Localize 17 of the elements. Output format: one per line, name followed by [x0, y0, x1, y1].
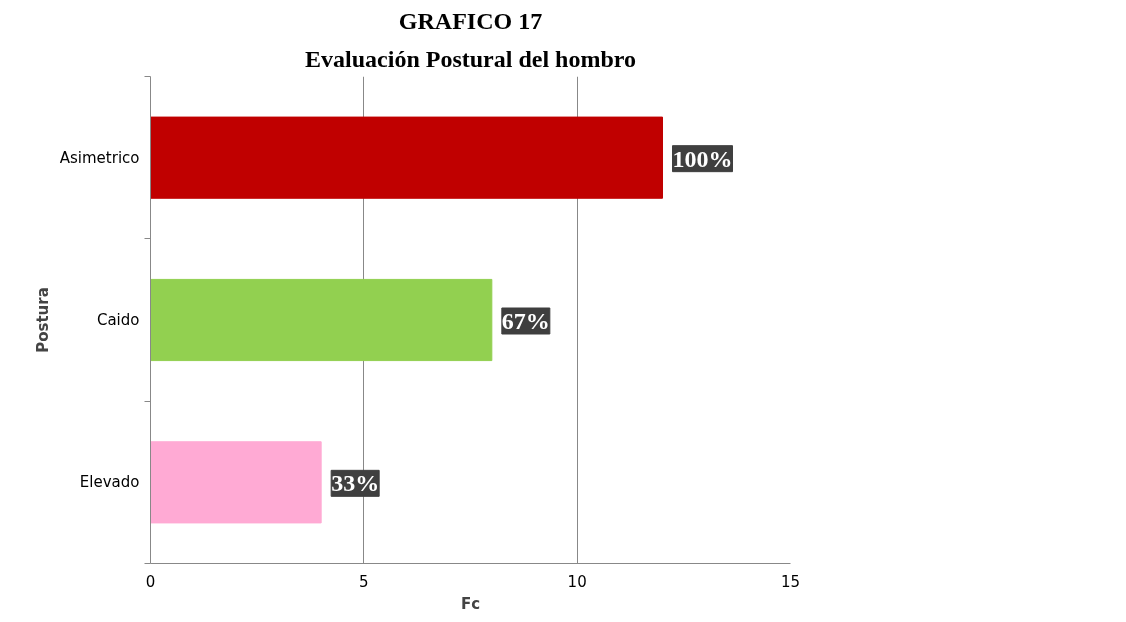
- y-tick-label: Asimetrico: [59, 148, 140, 167]
- y-axis-title: Postura: [33, 287, 52, 353]
- annotation: 33%: [331, 470, 380, 497]
- y-tick-label: Elevado: [79, 473, 140, 492]
- bar: [150, 441, 322, 524]
- chart-subtitle: Evaluación Postural del hombro: [305, 45, 636, 72]
- bar: [150, 116, 663, 199]
- x-tick-label: 5: [359, 572, 369, 591]
- x-tick-label: 15: [780, 572, 801, 591]
- y-tick-label: Caido: [96, 311, 140, 329]
- x-tick-label: 0: [145, 572, 156, 591]
- x-tick-label: 10: [567, 572, 587, 591]
- x-axis-title: Fc: [460, 594, 481, 613]
- bar: [150, 278, 493, 362]
- annotation: 67%: [501, 308, 550, 334]
- annotation: 100%: [672, 145, 733, 172]
- chart-title: GRAFICO 17: [398, 7, 543, 34]
